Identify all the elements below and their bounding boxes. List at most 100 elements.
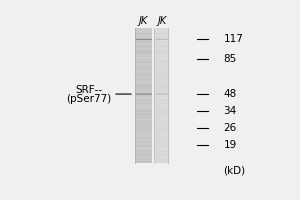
- Bar: [155, 93, 168, 94]
- Bar: [135, 55, 152, 56]
- Bar: [135, 94, 152, 95]
- Bar: [155, 102, 168, 103]
- Bar: [135, 107, 152, 108]
- Bar: [155, 149, 168, 150]
- Bar: [135, 88, 152, 89]
- Bar: [155, 145, 168, 146]
- Bar: [155, 120, 168, 121]
- Bar: [135, 88, 152, 89]
- Bar: [135, 53, 152, 54]
- Bar: [155, 133, 168, 134]
- Bar: [135, 122, 152, 123]
- Bar: [135, 111, 152, 112]
- Bar: [155, 85, 168, 86]
- Bar: [155, 49, 168, 50]
- Bar: [155, 150, 168, 151]
- Bar: [155, 55, 168, 56]
- Bar: [135, 113, 152, 114]
- Bar: [135, 106, 152, 107]
- Bar: [135, 159, 152, 160]
- Bar: [135, 134, 152, 135]
- Bar: [155, 86, 168, 87]
- Bar: [155, 139, 168, 140]
- Bar: [155, 58, 168, 59]
- Bar: [135, 38, 152, 39]
- Bar: [155, 115, 168, 116]
- Bar: [135, 101, 152, 102]
- Bar: [155, 52, 168, 53]
- Bar: [135, 47, 152, 48]
- Bar: [155, 147, 168, 148]
- Bar: [155, 157, 168, 158]
- Bar: [155, 94, 168, 95]
- Bar: [155, 88, 168, 89]
- Bar: [155, 154, 168, 155]
- Bar: [135, 34, 152, 35]
- Bar: [155, 80, 168, 81]
- Bar: [135, 142, 152, 143]
- Bar: [155, 123, 168, 124]
- Bar: [135, 29, 152, 30]
- Bar: [135, 41, 152, 42]
- Bar: [155, 108, 168, 109]
- Bar: [135, 96, 152, 97]
- Bar: [135, 64, 152, 65]
- Bar: [155, 39, 168, 40]
- Bar: [155, 53, 168, 54]
- Bar: [155, 148, 168, 149]
- Bar: [135, 130, 152, 131]
- Bar: [135, 31, 152, 32]
- Bar: [135, 111, 152, 112]
- Bar: [155, 55, 168, 56]
- Bar: [135, 150, 152, 151]
- Bar: [135, 92, 152, 93]
- Bar: [155, 161, 168, 162]
- Bar: [135, 71, 152, 72]
- Bar: [135, 95, 152, 96]
- Bar: [135, 65, 152, 66]
- Bar: [155, 57, 168, 58]
- Bar: [155, 70, 168, 71]
- Text: JK: JK: [157, 16, 167, 26]
- Bar: [135, 109, 152, 110]
- Bar: [155, 79, 168, 80]
- Bar: [155, 99, 168, 100]
- Bar: [135, 156, 152, 157]
- Bar: [135, 117, 152, 118]
- Bar: [155, 122, 168, 123]
- Bar: [135, 144, 152, 145]
- Bar: [155, 111, 168, 112]
- Bar: [155, 119, 168, 120]
- Bar: [135, 74, 152, 75]
- Bar: [135, 85, 152, 86]
- Bar: [155, 78, 168, 79]
- Bar: [155, 131, 168, 132]
- Bar: [155, 33, 168, 34]
- Bar: [155, 39, 168, 40]
- Bar: [155, 95, 168, 96]
- Bar: [155, 160, 168, 161]
- Bar: [135, 40, 152, 41]
- Bar: [135, 81, 152, 82]
- Bar: [155, 151, 168, 152]
- Bar: [155, 77, 168, 78]
- Bar: [135, 57, 152, 58]
- Bar: [135, 62, 152, 63]
- Bar: [135, 38, 152, 39]
- Bar: [135, 36, 152, 37]
- Bar: [135, 151, 152, 152]
- Bar: [135, 152, 152, 153]
- Bar: [135, 51, 152, 52]
- Bar: [155, 36, 168, 37]
- Bar: [155, 140, 168, 141]
- Bar: [155, 30, 168, 31]
- Bar: [135, 129, 152, 130]
- Bar: [155, 130, 168, 131]
- Bar: [155, 97, 168, 98]
- Bar: [155, 124, 168, 125]
- Bar: [135, 136, 152, 137]
- Bar: [135, 100, 152, 101]
- Bar: [155, 111, 168, 112]
- Bar: [155, 142, 168, 143]
- Bar: [155, 106, 168, 107]
